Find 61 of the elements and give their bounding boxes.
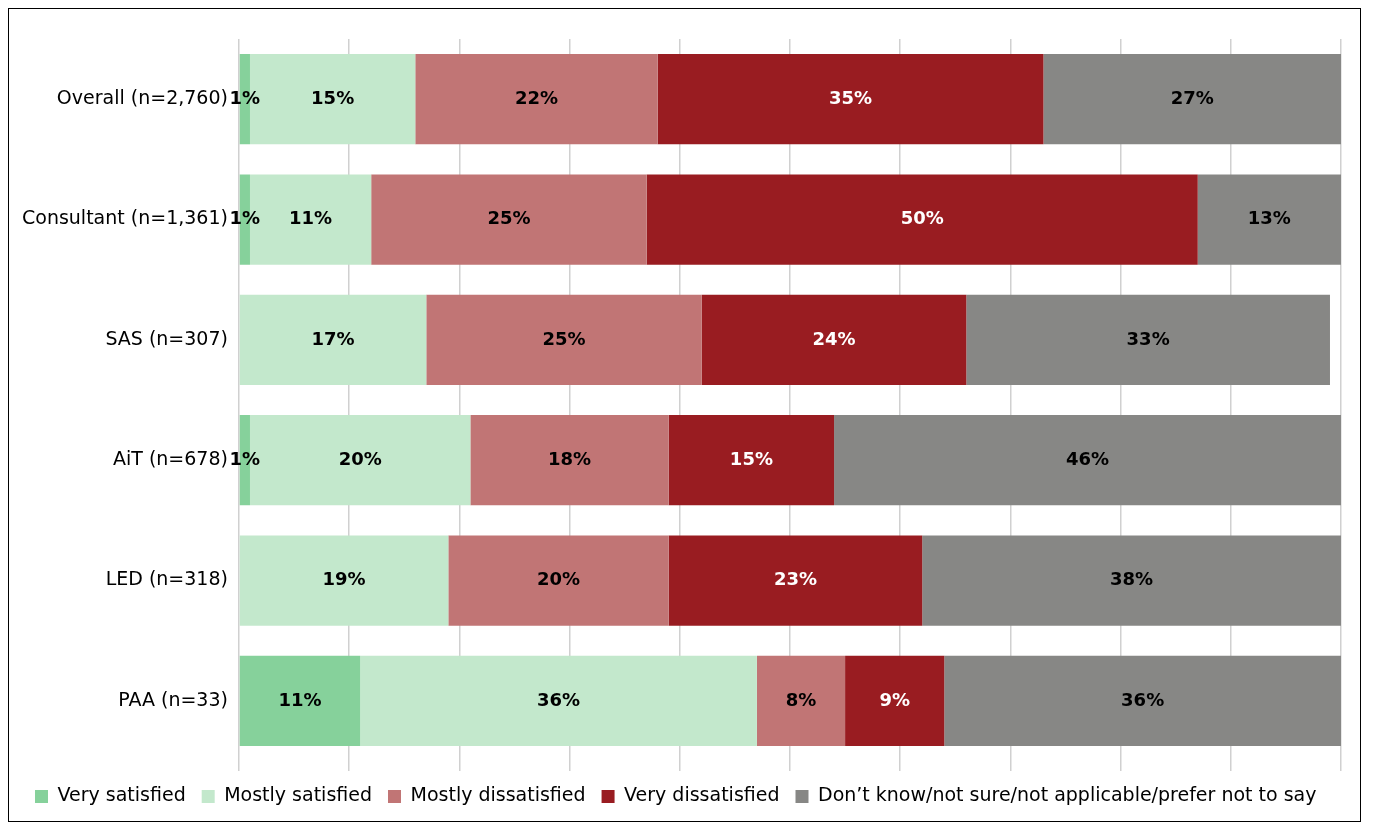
legend-label: Very satisfied bbox=[57, 783, 186, 806]
legend-label: Mostly dissatisfied bbox=[410, 783, 586, 806]
data-label: 22% bbox=[514, 86, 559, 108]
bar bbox=[1197, 174, 1341, 265]
y-tick-label: SAS (n=307) bbox=[105, 326, 228, 349]
bar bbox=[239, 294, 427, 385]
data-label: 15% bbox=[311, 86, 355, 108]
y-tick-label: Consultant (n=1,361) bbox=[21, 206, 228, 229]
bar bbox=[470, 415, 669, 506]
bar bbox=[239, 655, 361, 746]
data-label: 36% bbox=[1121, 688, 1165, 710]
data-label: 1% bbox=[229, 86, 261, 108]
bar bbox=[448, 535, 669, 626]
bar bbox=[426, 294, 702, 385]
data-label: 38% bbox=[1110, 568, 1154, 590]
bar bbox=[834, 415, 1341, 506]
data-label: 27% bbox=[1170, 86, 1214, 108]
bar bbox=[922, 535, 1341, 626]
data-label: 25% bbox=[487, 207, 531, 229]
y-tick-label: LED (n=318) bbox=[105, 567, 228, 590]
data-label: 11% bbox=[289, 207, 333, 229]
data-label: 18% bbox=[548, 447, 592, 469]
data-label: 50% bbox=[900, 207, 944, 229]
bar bbox=[646, 174, 1198, 265]
bar bbox=[371, 174, 647, 265]
bar bbox=[668, 535, 923, 626]
data-label: 20% bbox=[537, 568, 581, 590]
legend-label: Very dissatisfied bbox=[624, 783, 780, 806]
bar bbox=[239, 535, 449, 626]
data-label: 19% bbox=[322, 568, 366, 590]
data-label: 20% bbox=[338, 447, 382, 469]
bar bbox=[415, 54, 658, 145]
data-label: 24% bbox=[812, 327, 856, 349]
data-label: 25% bbox=[542, 327, 586, 349]
data-label: 46% bbox=[1065, 447, 1110, 469]
y-tick-label: AiT (n=678) bbox=[112, 447, 228, 470]
bar bbox=[966, 294, 1330, 385]
bar bbox=[360, 655, 757, 746]
data-label: 1% bbox=[229, 447, 261, 469]
data-label: 23% bbox=[773, 568, 818, 590]
data-label: 8% bbox=[785, 688, 817, 710]
bar bbox=[657, 54, 1044, 145]
data-label: 9% bbox=[879, 688, 910, 710]
bar bbox=[756, 655, 846, 746]
legend-label: Mostly satisfied bbox=[224, 783, 373, 806]
bar bbox=[845, 655, 945, 746]
data-label: 33% bbox=[1126, 327, 1170, 349]
data-label: 36% bbox=[537, 688, 581, 710]
legend-label: Don’t know/not sure/not applicable/prefer not to say bbox=[818, 783, 1317, 806]
y-tick-label: PAA (n=33) bbox=[118, 687, 228, 710]
bar bbox=[668, 415, 835, 506]
bar bbox=[944, 655, 1341, 746]
data-label: 35% bbox=[829, 86, 873, 108]
data-label: 1% bbox=[229, 207, 261, 229]
data-label: 13% bbox=[1247, 207, 1291, 229]
bar bbox=[1043, 54, 1341, 145]
data-label: 17% bbox=[311, 327, 355, 349]
data-label: 15% bbox=[729, 447, 773, 469]
data-label: 11% bbox=[278, 688, 322, 710]
y-tick-label: Overall (n=2,760) bbox=[56, 86, 228, 109]
bar bbox=[701, 294, 967, 385]
